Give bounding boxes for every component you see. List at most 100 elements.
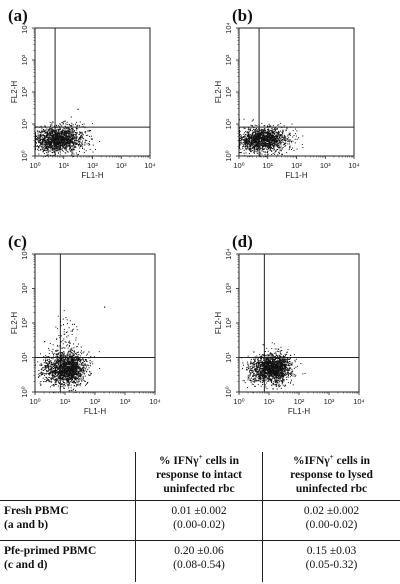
event-dot [70,381,72,383]
event-dot [60,360,62,362]
event-dot [42,139,44,141]
event-dot [74,372,76,374]
event-dot [251,125,253,127]
event-dot [57,349,59,351]
event-dot [283,139,285,141]
event-dot [273,132,275,134]
event-dot [71,145,73,147]
event-dot [59,362,61,364]
event-dot [62,357,63,359]
event-dot [69,129,71,131]
event-dot [77,362,79,364]
event-dot [66,378,68,380]
event-dot [263,128,265,130]
event-dot [251,133,253,135]
event-dot [79,360,81,362]
event-dot [61,121,63,123]
event-dot [62,377,64,379]
event-dot [35,149,36,151]
event-dot [71,358,73,360]
event-dot [73,354,75,356]
event-dot [51,362,53,364]
event-dot [45,150,47,152]
event-dot [73,380,75,382]
event-dot [285,130,287,132]
event-dot [239,143,240,145]
event-dot [57,371,59,373]
event-dot [74,351,76,353]
event-dot [69,370,71,372]
event-dot [265,143,267,145]
event-dot [265,139,267,141]
event-dot [40,135,42,137]
event-dot [268,126,270,128]
x-tick-label: 10⁰ [233,161,244,170]
event-dot [60,365,62,367]
event-dot [248,131,250,133]
event-dot [254,144,256,146]
event-dot [72,130,74,132]
event-dot [245,146,247,148]
event-dot [61,386,63,388]
event-dot [261,153,263,155]
event-dot [248,135,250,137]
event-dot [62,147,64,149]
event-dot [64,359,66,361]
event-dot [267,150,269,152]
event-dot [52,368,54,370]
event-dot [267,126,269,128]
event-dot [241,137,243,139]
event-dot [35,136,36,138]
event-dot [62,368,64,370]
event-dot [76,354,78,356]
event-dot [80,376,82,378]
event-dot [65,148,67,150]
event-dot [267,131,269,133]
event-dot [268,147,270,149]
event-dot [274,127,276,129]
event-dot [294,142,296,144]
event-dot [294,138,296,140]
event-dot [38,134,40,136]
event-dot [245,136,247,138]
event-dot [65,127,67,128]
y-tick-label: 10¹ [224,118,233,129]
event-dot [60,130,62,132]
event-dot [67,355,69,357]
event-dot [253,135,255,137]
event-dot [51,122,53,124]
event-dot [90,365,92,367]
event-dot [264,152,266,154]
event-dot [41,131,43,133]
event-dot [257,139,259,141]
event-dot [51,128,53,130]
event-dot [57,374,59,376]
event-dot [260,133,262,135]
event-dot [253,151,255,153]
event-dot [259,141,261,143]
event-dot [63,372,65,374]
event-dot [274,152,276,154]
event-dot [74,364,76,366]
event-dot [59,360,61,362]
event-dot [54,376,56,378]
event-dot [265,137,267,139]
event-dot [253,141,255,143]
event-dot [80,134,82,136]
event-dot [68,128,70,130]
event-dot [81,132,83,134]
event-dot [51,148,53,150]
event-dot [246,139,247,141]
event-dot [67,358,69,360]
event-dot [247,147,249,149]
event-dot [79,133,81,135]
event-dot [55,135,57,137]
event-dot [62,143,64,145]
event-dot [75,366,77,368]
event-dot [48,380,50,382]
event-dot [54,147,56,149]
event-dot [54,132,56,134]
event-dot [79,131,81,133]
event-dot [41,368,43,370]
event-dot [70,372,72,374]
